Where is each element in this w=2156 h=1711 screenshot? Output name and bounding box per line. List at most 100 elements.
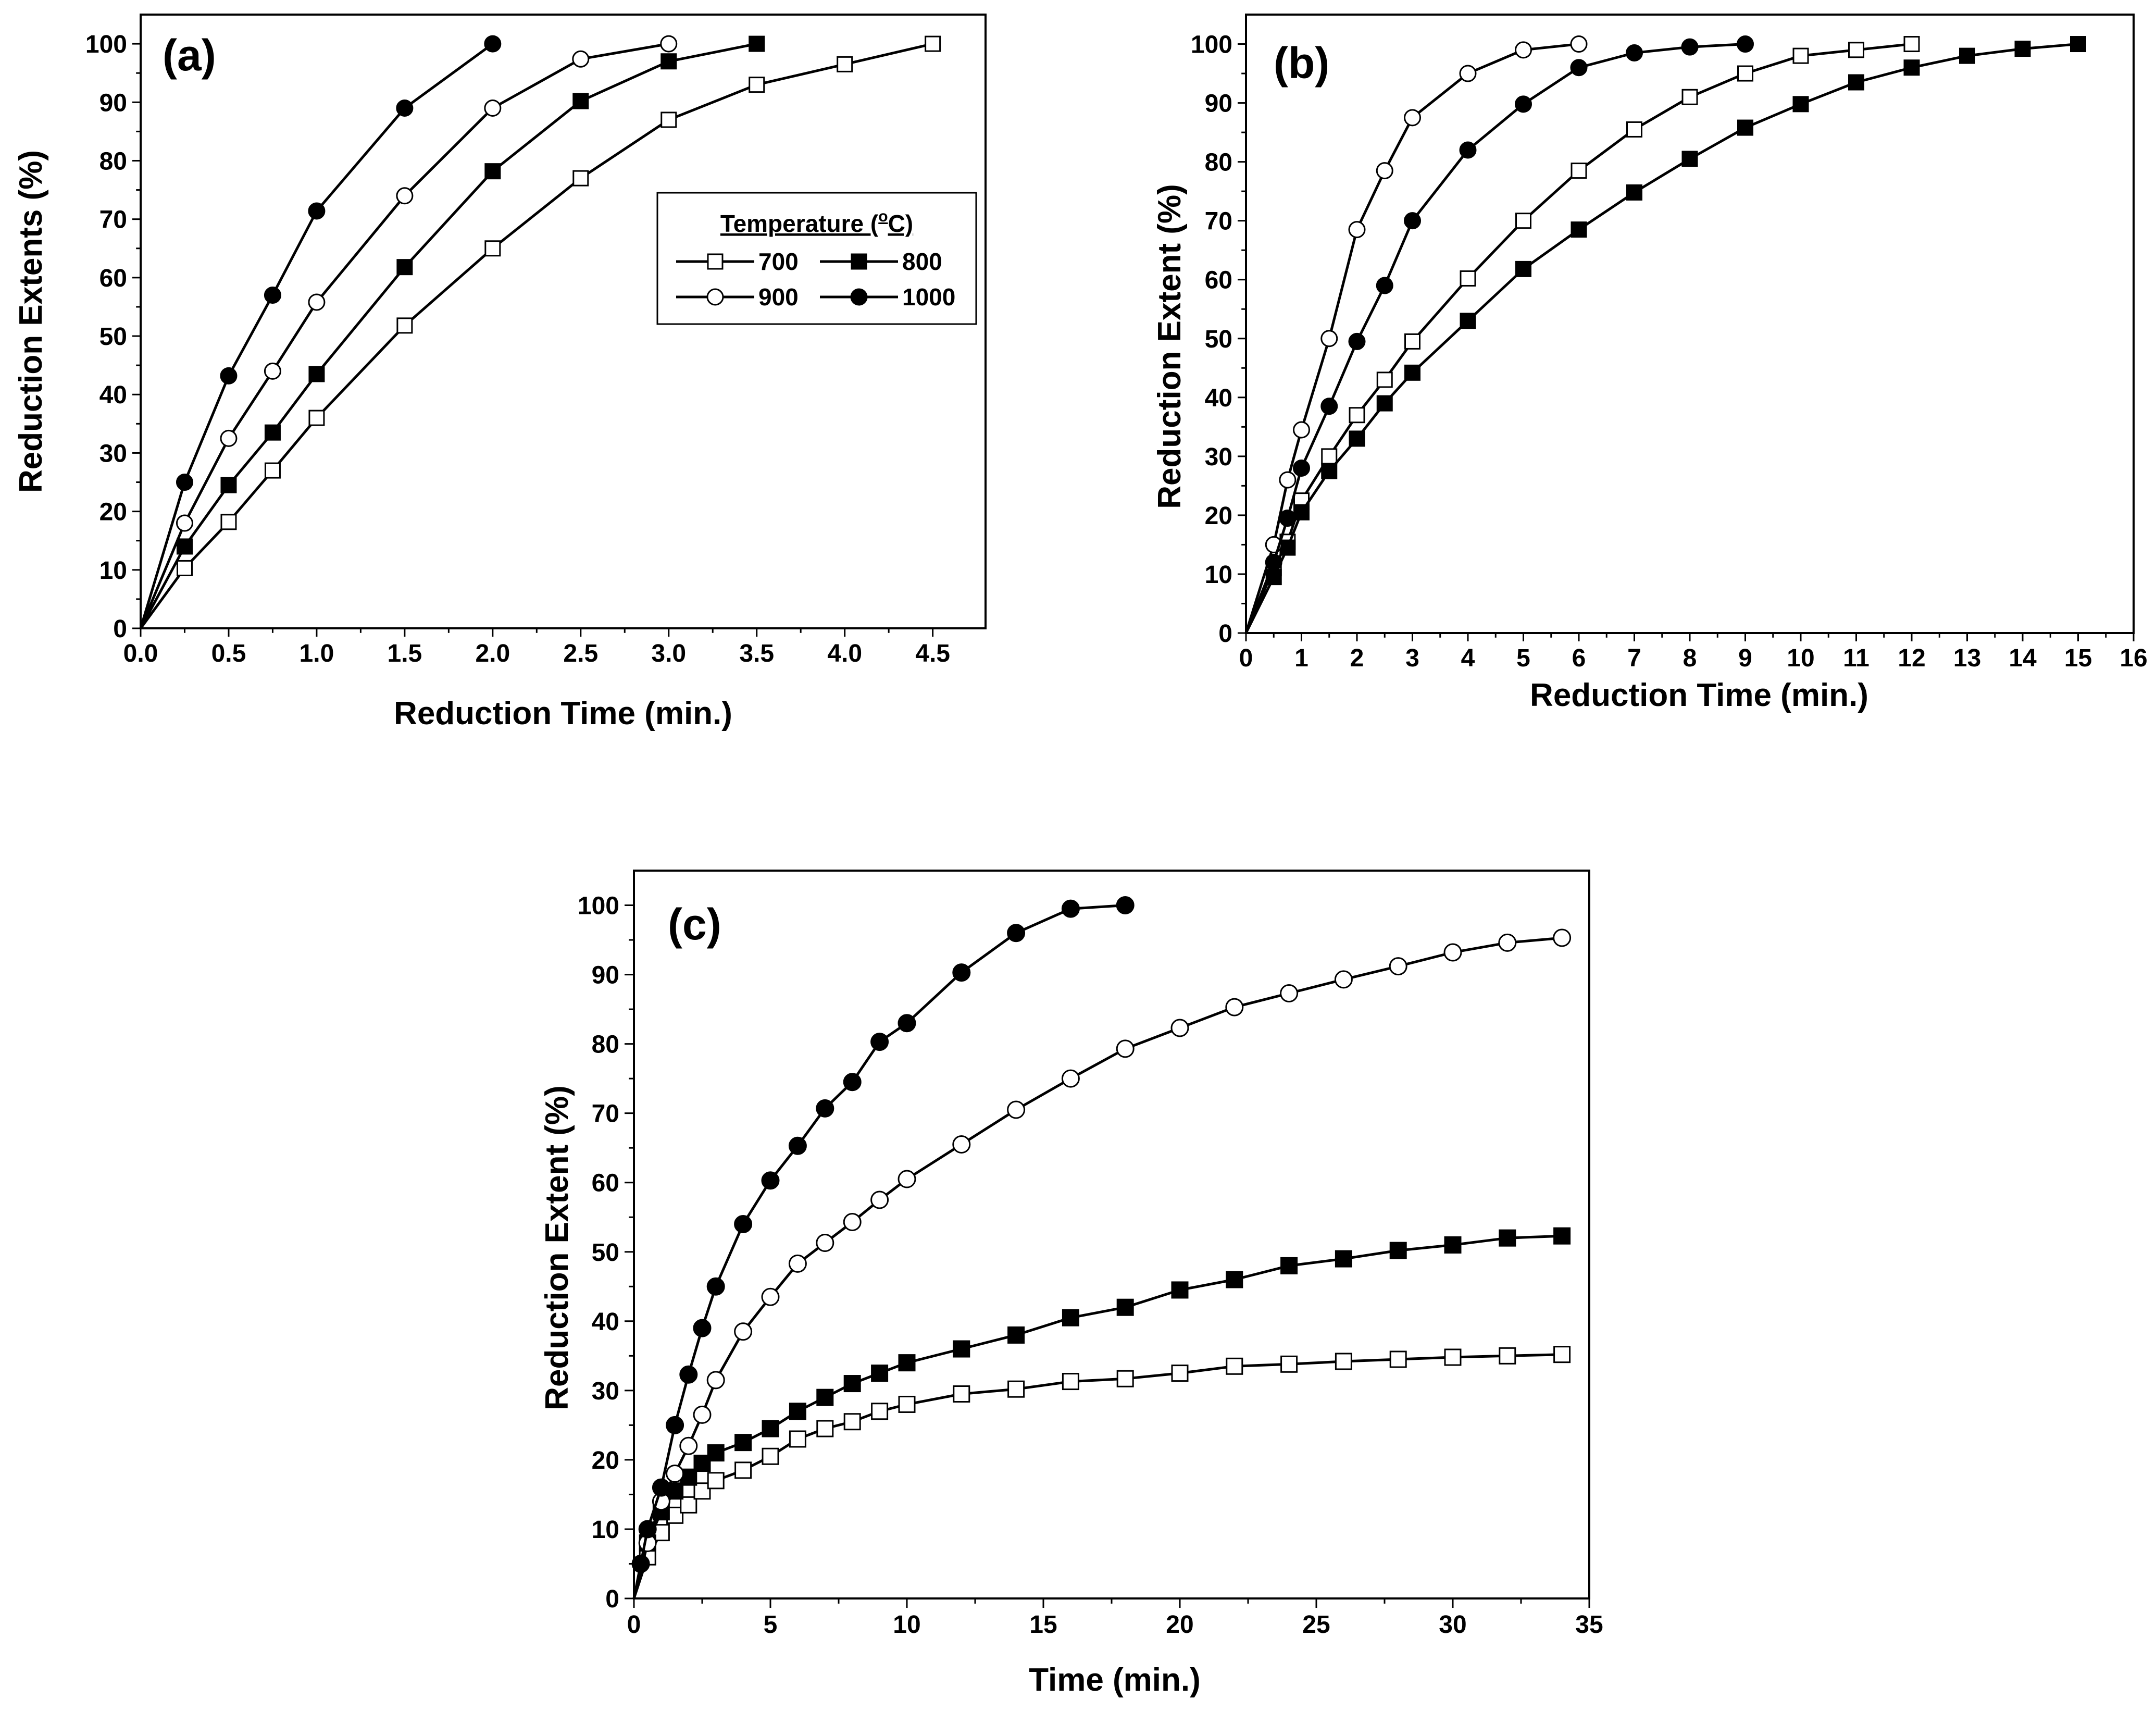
data-point: [1515, 41, 1532, 59]
data-point: [1626, 184, 1642, 201]
data-point: [749, 35, 765, 52]
data-point: [396, 259, 413, 276]
y-tick-label: 40: [592, 1308, 619, 1336]
x-tick-label: 5: [1516, 644, 1530, 672]
data-point: [1444, 1348, 1462, 1366]
data-point: [220, 477, 237, 493]
data-point: [953, 1385, 970, 1403]
data-point: [788, 1254, 807, 1273]
data-point: [1848, 74, 1864, 91]
series-900: [632, 928, 1572, 1599]
y-tick-label: 80: [1205, 149, 1232, 177]
data-point: [1570, 35, 1588, 53]
y-tick-label: 70: [592, 1100, 619, 1128]
y-tick-label: 50: [99, 323, 127, 351]
x-tick-label: 4.5: [915, 640, 950, 667]
x-tick-label: 5: [764, 1611, 778, 1639]
data-point: [762, 1420, 779, 1437]
data-point: [871, 1403, 889, 1420]
x-tick-label: 1: [1294, 644, 1308, 672]
data-point: [1293, 459, 1310, 477]
data-point: [1062, 1309, 1079, 1326]
data-point: [1376, 162, 1393, 180]
series-900: [1244, 35, 1588, 634]
panel-label: (c): [668, 900, 721, 949]
series-700: [139, 35, 941, 629]
data-point: [679, 1436, 698, 1455]
x-tick-label: 9: [1738, 644, 1752, 672]
legend-label-700: 700: [758, 248, 799, 275]
data-point: [484, 100, 502, 117]
x-tick-label: 10: [1787, 644, 1814, 672]
data-point: [1376, 395, 1393, 412]
series-700: [632, 1346, 1571, 1599]
x-tick-label: 3: [1405, 644, 1419, 672]
data-point: [843, 1413, 861, 1431]
data-point: [660, 111, 677, 128]
data-point: [220, 514, 237, 530]
data-point: [1499, 1229, 1516, 1247]
data-point: [1279, 510, 1297, 527]
axis-ticks: 0.0 0.5 1.0 1.5 2.0 2.5 3.0 3.5 4.0 4.5 0 10 20 30 40 5…: [85, 31, 950, 667]
data-point: [843, 1213, 862, 1232]
y-tick-label: 0: [113, 615, 127, 643]
data-point: [706, 1277, 725, 1296]
data-point: [1903, 36, 1920, 53]
data-point: [1404, 109, 1421, 127]
data-point: [1349, 407, 1365, 424]
x-tick-label: 1.0: [300, 640, 334, 667]
data-point: [789, 1403, 806, 1420]
data-point: [308, 293, 326, 311]
y-tick-label: 60: [1205, 267, 1232, 294]
data-point: [1681, 89, 1698, 105]
x-tick-label: 7: [1627, 644, 1641, 672]
data-point: [1792, 96, 1809, 113]
y-tick-label: 30: [1205, 443, 1232, 471]
x-tick-label: 6: [1572, 644, 1586, 672]
data-point: [396, 187, 414, 205]
data-point: [1348, 221, 1366, 239]
data-point: [1389, 957, 1407, 976]
data-point: [1335, 1353, 1352, 1370]
data-point: [484, 35, 502, 53]
x-tick-label: 20: [1166, 1611, 1193, 1639]
data-point: [1444, 1236, 1462, 1254]
data-point: [572, 170, 589, 187]
series-800: [632, 1227, 1571, 1599]
y-tick-label: 40: [1205, 385, 1232, 412]
data-point: [1404, 364, 1420, 381]
y-tick-label: 20: [99, 499, 127, 526]
series-line-800: [139, 42, 757, 629]
y-tick-label: 60: [592, 1170, 619, 1197]
x-tick-label: 30: [1439, 1611, 1466, 1639]
data-point: [1681, 151, 1698, 167]
y-tick-label: 90: [592, 962, 619, 989]
data-point: [707, 1444, 725, 1462]
y-tick-label: 90: [99, 89, 127, 117]
data-point: [816, 1099, 834, 1118]
data-point: [870, 1191, 889, 1209]
data-point: [734, 1322, 753, 1341]
data-point: [1061, 1069, 1080, 1088]
y-axis-title: Reduction Extents (%): [13, 150, 49, 493]
x-tick-label: 16: [2120, 644, 2147, 672]
data-point: [396, 100, 414, 117]
y-tick-label: 20: [592, 1447, 619, 1474]
data-point: [898, 1170, 916, 1188]
data-point: [679, 1365, 698, 1384]
legend-title: Temperature (oC): [720, 208, 913, 237]
y-tick-label: 80: [99, 147, 127, 175]
data-point: [176, 514, 193, 532]
data-point: [898, 1354, 916, 1372]
data-point: [762, 1447, 779, 1465]
data-point: [396, 317, 413, 334]
data-point: [870, 1033, 889, 1051]
data-point: [1116, 896, 1135, 915]
x-tick-label: 2.5: [563, 640, 598, 667]
data-point: [707, 1472, 725, 1490]
data-point: [1626, 121, 1642, 138]
x-tick-label: 35: [1575, 1611, 1603, 1639]
data-point: [734, 1215, 753, 1234]
